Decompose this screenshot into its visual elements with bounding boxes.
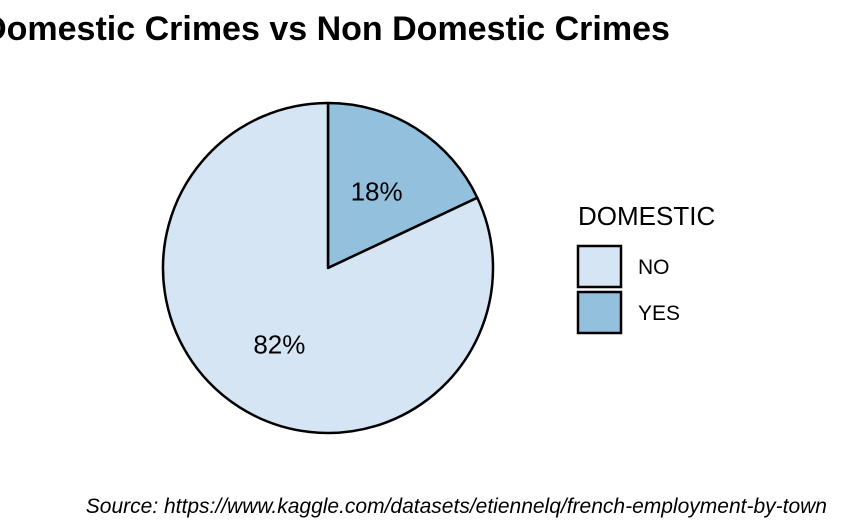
chart-title: Domestic Crimes vs Non Domestic Crimes xyxy=(0,10,670,48)
pie-slices xyxy=(161,101,495,435)
pie-slice-yes xyxy=(326,101,479,270)
legend-swatch-no xyxy=(576,244,623,289)
source-caption: Source: https://www.kaggle.com/datasets/… xyxy=(86,495,827,518)
pie-slice-no xyxy=(161,101,495,435)
pie-label-no: 82% xyxy=(253,330,305,360)
legend-title: DOMESTIC xyxy=(578,201,715,231)
legend-label-yes: YES xyxy=(638,302,680,325)
pie-label-yes: 18% xyxy=(351,176,403,206)
legend: DOMESTIC NO YES xyxy=(576,201,715,335)
legend-swatch-yes xyxy=(576,290,623,335)
pie-labels: 18% 82% xyxy=(253,176,402,359)
legend-label-no: NO xyxy=(638,256,670,279)
